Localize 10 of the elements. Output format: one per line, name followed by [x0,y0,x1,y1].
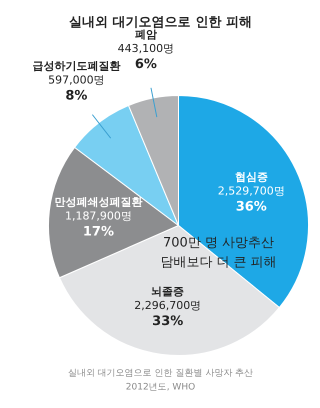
data-label: 597,000명 8% [48,74,105,104]
data-label: 2,529,700명 36% [218,184,285,214]
slice-label: 뇌졸증 [151,284,184,298]
data-label: 2,296,700명 33% [134,298,202,329]
slice-label: 만성폐쇄성폐질환 [54,196,142,209]
data-label: 1,187,900명 17% [64,210,132,240]
slice-label: 협심증 [234,170,268,184]
chart-title: 실내외 대기오염으로 인한 피해 [69,15,252,30]
text: 실내외 대기오염으로 인한 질환별 사망자 추산 2012년도, WHO [68,368,254,392]
slice-label: 폐암 [134,28,157,41]
